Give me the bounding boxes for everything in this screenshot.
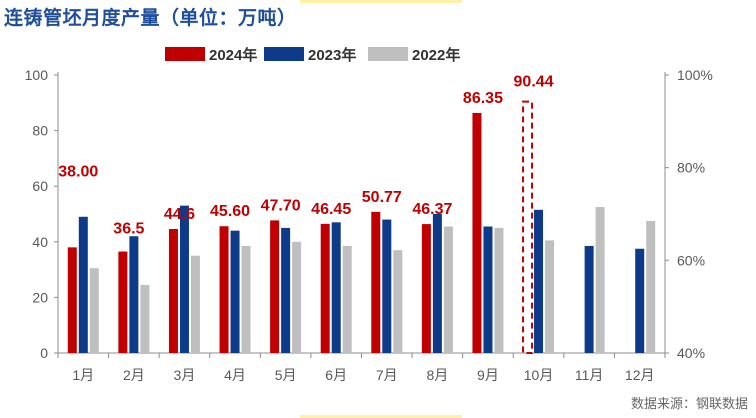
y-tick-label: 40 — [32, 234, 48, 250]
data-label-2024: 90.44 — [514, 74, 554, 91]
bar-2023-5 — [281, 227, 291, 353]
bar-2024-9 — [472, 112, 482, 354]
bar-2023-1 — [78, 216, 88, 353]
bar-2024-forecast — [522, 100, 534, 354]
bar-2024-8 — [421, 224, 431, 353]
data-label-2024: 36.5 — [113, 221, 144, 238]
bar-2024-1 — [67, 247, 77, 353]
bar-2022-1 — [89, 268, 99, 353]
bar-2024-2 — [118, 251, 128, 353]
data-label-2024: 46.45 — [311, 201, 351, 218]
bar-2022-7 — [393, 250, 403, 353]
legend-label: 2024年 — [209, 46, 257, 64]
bar-2022-10 — [545, 240, 555, 353]
bar-2022-6 — [342, 245, 352, 353]
bar-2023-12 — [635, 248, 645, 353]
data-labels: 38.00 36.5 44.6 45.60 47.70 46.45 50.77 46.37 86… — [58, 74, 553, 238]
x-tick-label: 5月 — [275, 367, 297, 383]
bar-2024-4 — [219, 226, 229, 353]
bar-2022-5 — [292, 241, 302, 353]
legend-label: 2022年 — [412, 46, 460, 64]
y2-tick-label: 80% — [677, 160, 705, 176]
data-label-2024: 47.70 — [261, 197, 301, 214]
legend-swatch — [264, 47, 304, 61]
x-tick-label: 10月 — [524, 367, 554, 383]
y-tick-label: 20 — [32, 289, 48, 305]
data-label-2024: 38.00 — [58, 163, 98, 180]
bars — [67, 100, 656, 354]
x-tick-label: 3月 — [174, 367, 196, 383]
x-tick-label: 1月 — [72, 367, 94, 383]
x-tick-label: 11月 — [575, 367, 604, 383]
y2-tick-label: 40% — [677, 345, 705, 361]
legend-swatch — [368, 47, 408, 61]
y-tick-label: 80 — [32, 123, 48, 139]
x-tick-label: 8月 — [426, 367, 448, 383]
bar-2022-2 — [140, 284, 150, 353]
decor-top-bar — [300, 0, 462, 3]
bar-2023-2 — [129, 236, 139, 353]
decor-bottom-bar — [300, 415, 462, 418]
legend-swatch — [165, 47, 205, 61]
bar-2023-4 — [230, 230, 240, 353]
source-note: 数据来源：钢联数据 — [630, 397, 748, 412]
bar-2022-11 — [595, 207, 605, 353]
data-label-2024: 86.35 — [463, 90, 503, 107]
bar-2023-8 — [432, 214, 442, 353]
x-tick-label: 7月 — [376, 367, 398, 383]
bar-2023-7 — [382, 219, 392, 353]
y-tick-label: 100 — [25, 67, 49, 83]
bar-2024-7 — [371, 211, 381, 353]
bar-2024-3 — [168, 229, 178, 353]
bar-2023-9 — [483, 226, 493, 353]
legend: 2024年 2023年 2022年 — [165, 46, 460, 64]
data-label-2024: 44.6 — [164, 206, 195, 223]
bar-2023-3 — [179, 205, 189, 353]
chart-title: 连铸管坯月度产量（单位：万吨） — [4, 7, 297, 29]
data-label-2024: 46.37 — [412, 201, 452, 218]
bar-2022-8 — [443, 226, 453, 353]
bar-2023-11 — [584, 245, 594, 353]
bar-2023-10 — [534, 209, 544, 353]
x-tick-label: 6月 — [325, 367, 347, 383]
bar-2022-3 — [190, 255, 200, 353]
x-tick-label: 4月 — [224, 367, 246, 383]
x-tick-label: 12月 — [625, 367, 655, 383]
bar-2022-4 — [241, 245, 251, 353]
data-label-2024: 45.60 — [210, 203, 250, 220]
bar-2023-6 — [331, 222, 341, 353]
bar-2022-12 — [646, 220, 656, 353]
y-tick-label: 0 — [40, 345, 48, 361]
x-tick-label: 2月 — [123, 367, 145, 383]
legend-label: 2023年 — [308, 46, 356, 64]
data-label-2024: 50.77 — [362, 189, 402, 206]
y2-tick-label: 100% — [677, 67, 713, 83]
bar-2022-9 — [494, 227, 504, 353]
y2-tick-label: 60% — [677, 252, 705, 268]
bar-2024-5 — [270, 220, 280, 353]
bar-2024-6 — [320, 223, 330, 353]
axes: 0 20 40 60 80 100 40% 60% 80% 100% 1月 2月 3月 4月 5月 6月 7月 8… — [25, 67, 713, 383]
x-tick-label: 9月 — [477, 367, 499, 383]
y-tick-label: 60 — [32, 178, 48, 194]
